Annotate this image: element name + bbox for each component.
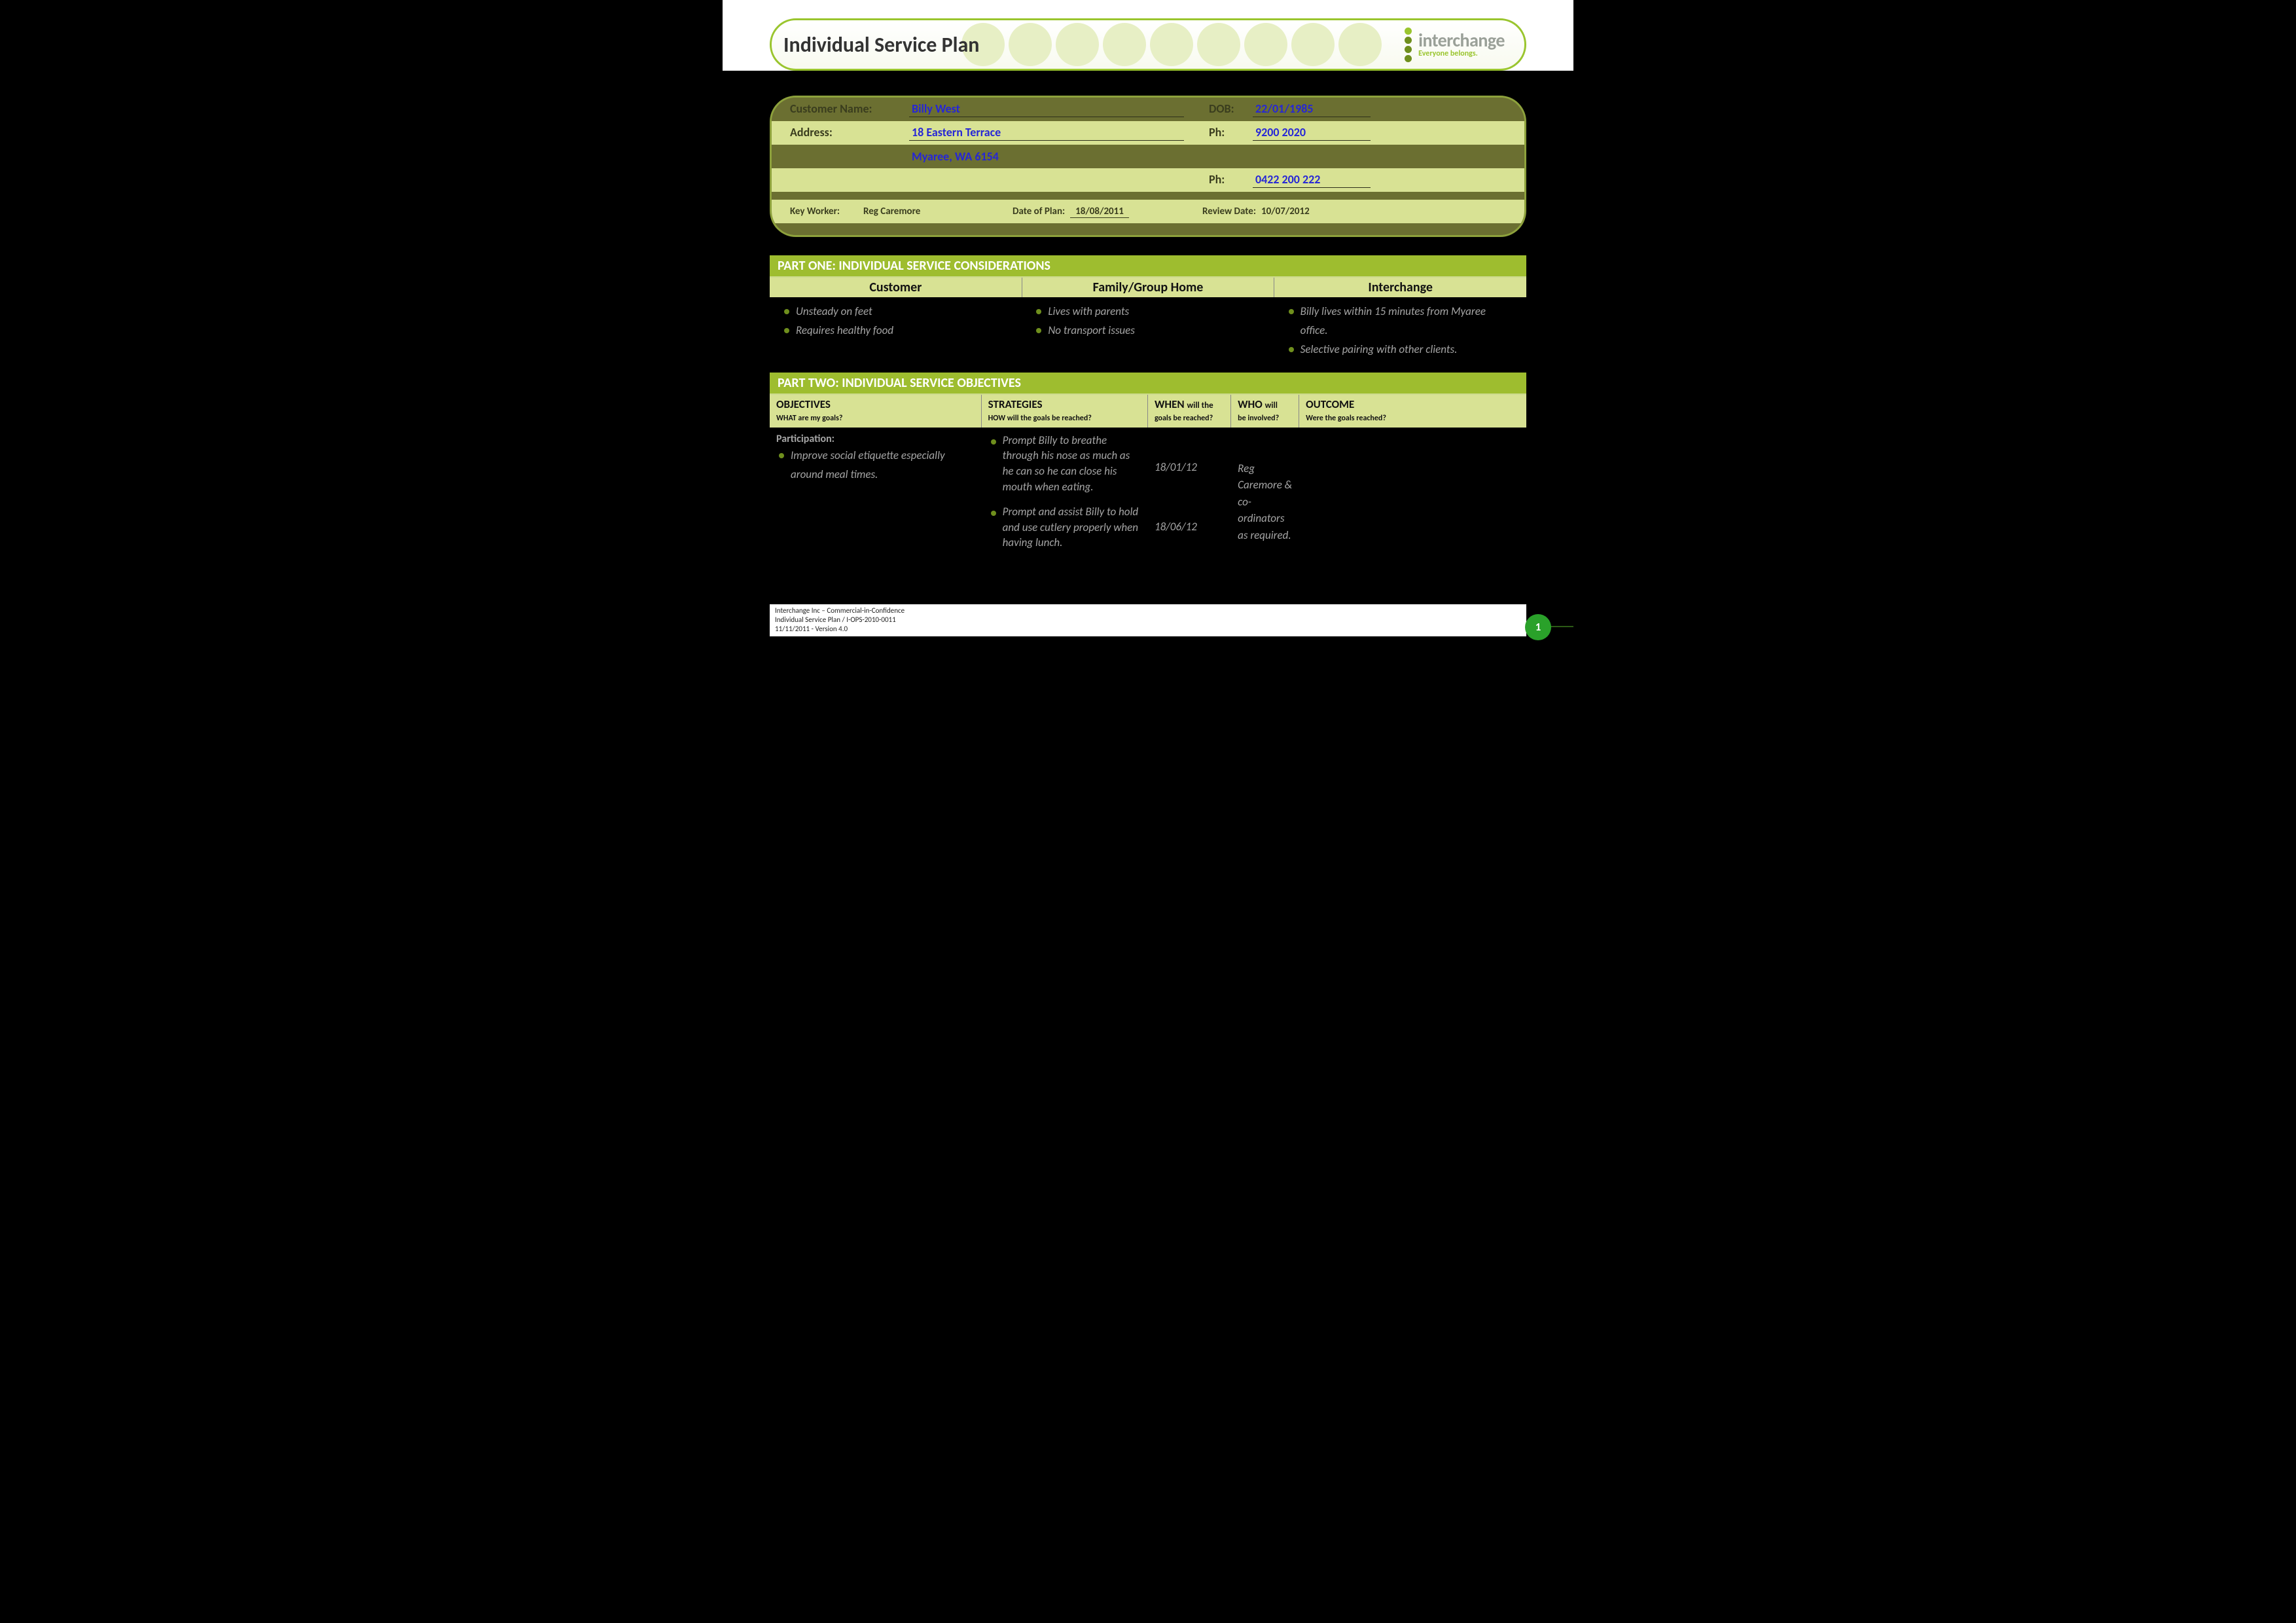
value-key-worker: Reg Caremore — [863, 206, 920, 217]
part-two-headers: OBJECTIVES WHAT are my goals? STRATEGIES… — [770, 395, 1526, 429]
label-customer-name: Customer Name: — [790, 101, 901, 116]
considerations-customer: Unsteady on feet Requires healthy food — [770, 302, 1022, 359]
considerations-family: Lives with parents No transport issues — [1022, 302, 1274, 359]
col-header-interchange: Interchange — [1274, 278, 1526, 297]
label-key-worker: Key Worker: — [790, 206, 855, 217]
col-header-family: Family/Group Home — [1022, 278, 1275, 297]
value-date-of-plan: 18/08/2011 — [1070, 206, 1129, 218]
family-item: No transport issues — [1033, 321, 1262, 340]
page-number: 1 — [1525, 614, 1551, 640]
info-row-name: Customer Name: Billy West DOB: 22/01/198… — [772, 98, 1524, 121]
value-address-2: Myaree, WA 6154 — [909, 149, 1184, 164]
part-two: PART TWO: INDIVIDUAL SERVICE OBJECTIVES … — [723, 371, 1573, 586]
part-one-title: PART ONE: INDIVIDUAL SERVICE CONSIDERATI… — [770, 254, 1526, 278]
value-phone-2: 0422 200 222 — [1253, 172, 1371, 188]
info-row-address-2: Myaree, WA 6154 — [772, 145, 1524, 168]
label-review-date: Review Date: — [1202, 206, 1256, 217]
label-date-of-plan: Date of Plan: — [1013, 206, 1065, 217]
footer-line: Individual Service Plan / I-OPS-2010-001… — [775, 615, 1521, 625]
label-phone-1: Ph: — [1209, 125, 1245, 139]
strategy-item: Prompt Billy to breathe through his nose… — [988, 433, 1141, 495]
customer-info-panel: Customer Name: Billy West DOB: 22/01/198… — [723, 96, 1573, 237]
info-row-worker: Key Worker: Reg Caremore Date of Plan: 1… — [772, 200, 1524, 223]
outcome-cell — [1299, 433, 1526, 579]
family-item: Lives with parents — [1033, 302, 1262, 321]
header-band: Individual Service Plan interchange Ever… — [723, 18, 1573, 71]
strategies-cell: Prompt Billy to breathe through his nose… — [982, 433, 1148, 579]
customer-item: Requires healthy food — [781, 321, 1010, 340]
logo-text-main: interchange — [1418, 31, 1505, 50]
value-dob: 22/01/1985 — [1253, 101, 1371, 117]
value-address-1: 18 Eastern Terrace — [909, 125, 1184, 141]
strategy-item: Prompt and assist Billy to hold and use … — [988, 504, 1141, 551]
interchange-item: Selective pairing with other clients. — [1286, 340, 1515, 359]
header-strategies: STRATEGIES HOW will the goals be reached… — [982, 395, 1148, 428]
footer-line: 11/11/2011 - Version 4.0 — [775, 625, 1521, 634]
when-cell: 18/01/12 18/06/12 — [1148, 433, 1231, 579]
header-who: WHO will be involved? — [1231, 395, 1299, 428]
top-spacer — [723, 0, 1573, 18]
who-cell: Reg Caremore & co-ordinators as required… — [1231, 460, 1299, 579]
objective-text: Improve social etiquette especially arou… — [776, 447, 975, 484]
objective-cell: Participation: Improve social etiquette … — [770, 433, 982, 579]
header-when: WHEN will the goals be reached? — [1148, 395, 1231, 428]
value-phone-1: 9200 2020 — [1253, 125, 1371, 141]
col-header-customer: Customer — [770, 278, 1022, 297]
label-phone-2: Ph: — [1209, 172, 1245, 187]
footer: Interchange Inc – Commercial-in-Confiden… — [723, 604, 1573, 636]
value-customer-name: Billy West — [909, 101, 1184, 117]
part-one: PART ONE: INDIVIDUAL SERVICE CONSIDERATI… — [723, 254, 1573, 371]
objective-subhead: Participation: — [776, 433, 975, 445]
customer-item: Unsteady on feet — [781, 302, 1010, 321]
interchange-item: Billy lives within 15 minutes from Myare… — [1286, 302, 1515, 340]
header-circles-deco — [961, 20, 1393, 69]
header-objectives: OBJECTIVES WHAT are my goals? — [770, 395, 982, 428]
label-dob: DOB: — [1209, 101, 1245, 116]
info-row-address: Address: 18 Eastern Terrace Ph: 9200 202… — [772, 121, 1524, 145]
page: Individual Service Plan interchange Ever… — [723, 0, 1573, 676]
page-title: Individual Service Plan — [783, 32, 979, 58]
logo-dots-icon — [1405, 27, 1412, 62]
footer-text: Interchange Inc – Commercial-in-Confiden… — [770, 604, 1526, 636]
footer-line: Interchange Inc – Commercial-in-Confiden… — [775, 606, 1521, 615]
part-two-title: PART TWO: INDIVIDUAL SERVICE OBJECTIVES — [770, 371, 1526, 395]
value-review-date: 10/07/2012 — [1261, 206, 1310, 217]
header-outcome: OUTCOME Were the goals reached? — [1299, 395, 1526, 428]
considerations-interchange: Billy lives within 15 minutes from Myare… — [1274, 302, 1526, 359]
when-date: 18/01/12 — [1155, 460, 1225, 474]
part-one-headers: Customer Family/Group Home Interchange — [770, 278, 1526, 299]
brand-logo: interchange Everyone belongs. — [1405, 27, 1505, 62]
when-date: 18/06/12 — [1155, 520, 1225, 534]
info-row-phone-2: Ph: 0422 200 222 — [772, 168, 1524, 192]
header-pill: Individual Service Plan interchange Ever… — [770, 18, 1526, 71]
label-address: Address: — [790, 125, 901, 139]
